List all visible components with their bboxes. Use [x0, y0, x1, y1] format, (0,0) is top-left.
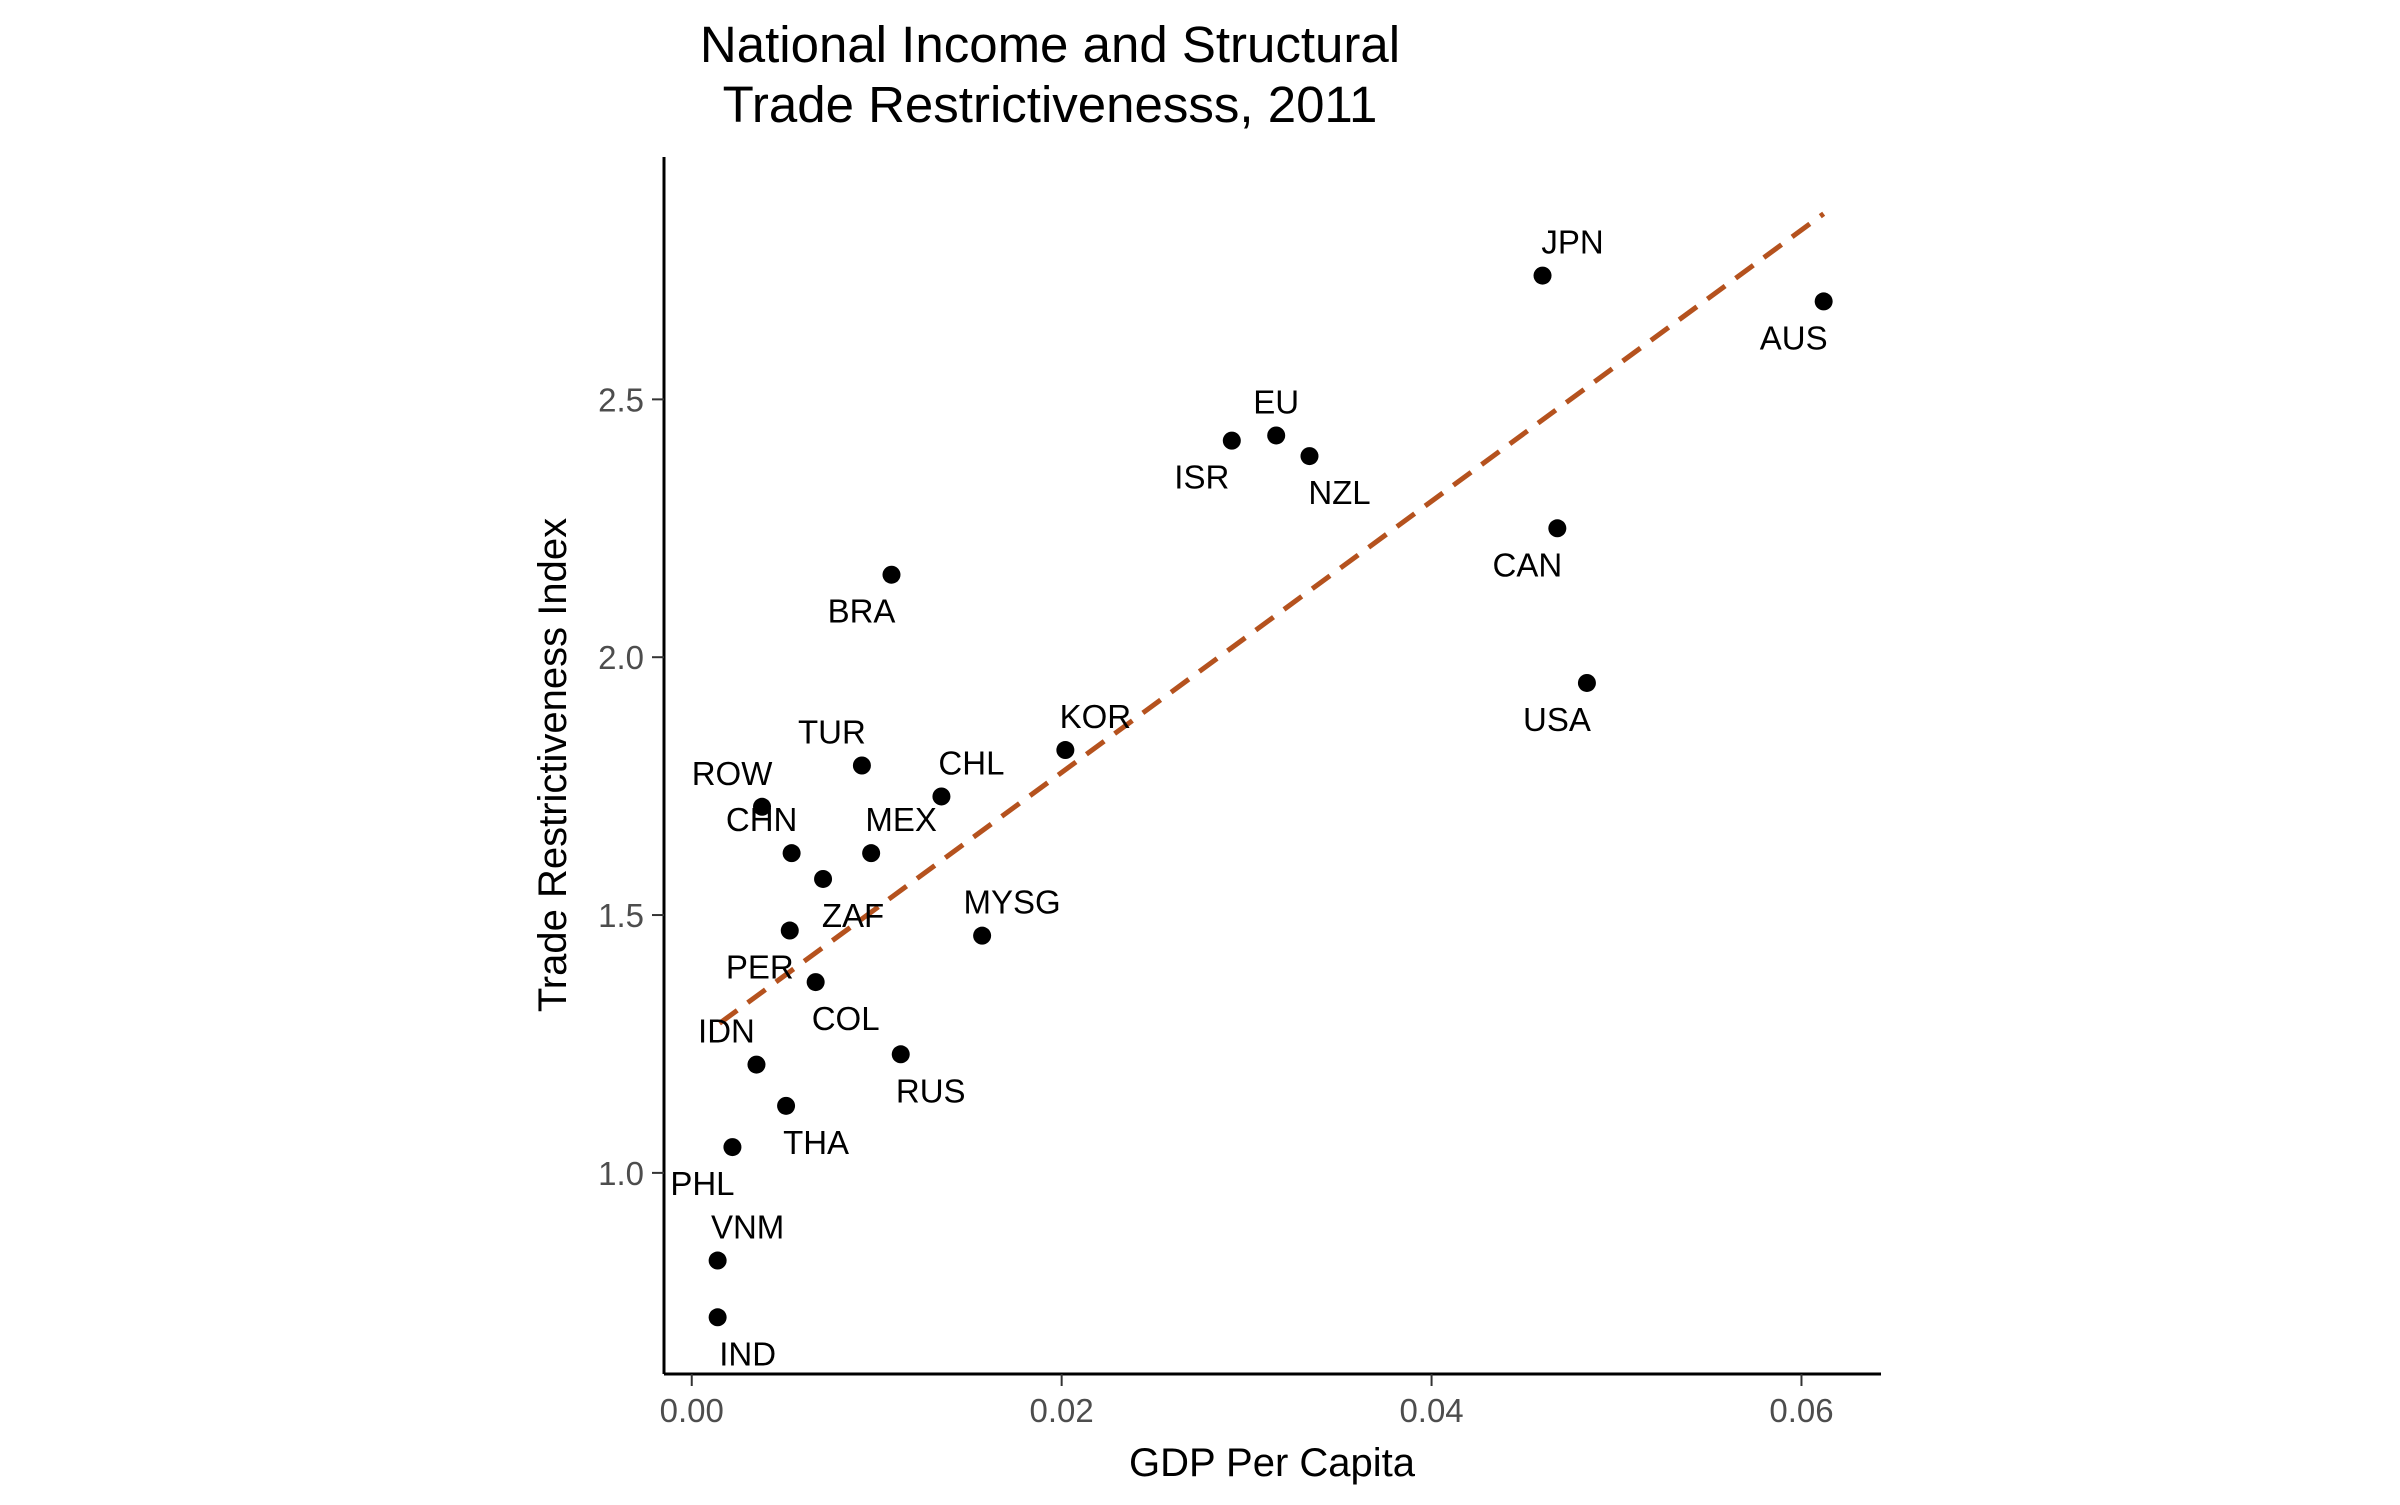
point-label-kor: KOR — [1060, 698, 1132, 735]
point-label-chl: CHL — [938, 744, 1004, 781]
point-label-row: ROW — [692, 755, 774, 792]
data-point-chl — [932, 787, 951, 806]
chart-title-line-2: Trade Restrictivenesss, 2011 — [723, 76, 1378, 133]
point-label-chn: CHN — [726, 801, 798, 838]
point-label-zaf: ZAF — [822, 897, 884, 934]
data-point-jpn — [1533, 266, 1552, 285]
points-layer — [708, 266, 1833, 1327]
point-label-isr: ISR — [1174, 459, 1229, 496]
y-tick-label-0: 1.0 — [598, 1155, 644, 1192]
data-point-tur — [852, 756, 871, 775]
fit-line-layer — [718, 211, 1826, 1026]
point-label-usa: USA — [1523, 701, 1591, 738]
data-point-col — [806, 973, 825, 992]
data-point-bra — [882, 565, 901, 584]
data-point-phl — [723, 1138, 742, 1157]
point-label-per: PER — [726, 949, 794, 986]
point-label-nzl: NZL — [1308, 474, 1370, 511]
point-label-idn: IDN — [698, 1013, 755, 1050]
point-label-tur: TUR — [798, 714, 866, 751]
data-point-tha — [777, 1096, 796, 1115]
x-axis-title: GDP Per Capita — [1129, 1441, 1416, 1485]
data-point-ind — [708, 1308, 727, 1327]
point-label-aus: AUS — [1760, 319, 1828, 356]
y-tick-label-1: 1.5 — [598, 897, 644, 934]
point-labels-layer: JPN AUS EU ISR NZL CAN BRA USA KOR TUR CHL ROW CHN ME… — [670, 224, 1827, 1373]
x-axis-ticks: 0.00 0.02 0.04 0.06 — [660, 1374, 1834, 1429]
data-point-can — [1548, 519, 1567, 538]
point-label-can: CAN — [1492, 546, 1562, 583]
data-point-aus — [1814, 292, 1833, 311]
point-label-eu: EU — [1253, 383, 1299, 420]
data-point-kor — [1056, 741, 1075, 760]
y-axis-ticks: 1.0 1.5 2.0 2.5 — [598, 381, 664, 1192]
x-tick-label-3: 0.06 — [1769, 1392, 1833, 1429]
point-label-col: COL — [812, 1000, 880, 1037]
trend-line — [718, 211, 1826, 1026]
point-label-ind: IND — [719, 1335, 776, 1372]
y-tick-label-2: 2.0 — [598, 639, 644, 676]
point-label-vnm: VNM — [711, 1209, 784, 1246]
data-point-chn — [782, 844, 801, 863]
chart-title-line-1: National Income and Structural — [700, 16, 1400, 73]
data-point-usa — [1577, 673, 1596, 692]
point-label-bra: BRA — [828, 593, 896, 630]
data-point-vnm — [708, 1251, 727, 1270]
data-point-nzl — [1300, 447, 1319, 466]
data-point-mysg — [973, 926, 992, 945]
data-point-mex — [862, 844, 881, 863]
y-tick-label-3: 2.5 — [598, 381, 644, 418]
x-tick-label-0: 0.00 — [660, 1392, 724, 1429]
x-tick-label-2: 0.04 — [1399, 1392, 1463, 1429]
point-label-jpn: JPN — [1541, 224, 1603, 261]
data-point-zaf — [814, 869, 833, 888]
y-axis-title: Trade Restrictiveness Index — [531, 518, 575, 1012]
point-label-phl: PHL — [670, 1165, 734, 1202]
point-label-mex: MEX — [865, 801, 937, 838]
data-point-row — [753, 797, 772, 816]
point-label-mysg: MYSG — [964, 884, 1061, 921]
data-point-rus — [891, 1045, 910, 1064]
data-point-idn — [747, 1055, 766, 1074]
data-point-per — [780, 921, 799, 940]
point-label-rus: RUS — [896, 1072, 966, 1109]
data-point-isr — [1222, 431, 1241, 450]
x-tick-label-1: 0.02 — [1030, 1392, 1094, 1429]
point-label-tha: THA — [783, 1124, 849, 1161]
data-point-eu — [1267, 426, 1286, 445]
